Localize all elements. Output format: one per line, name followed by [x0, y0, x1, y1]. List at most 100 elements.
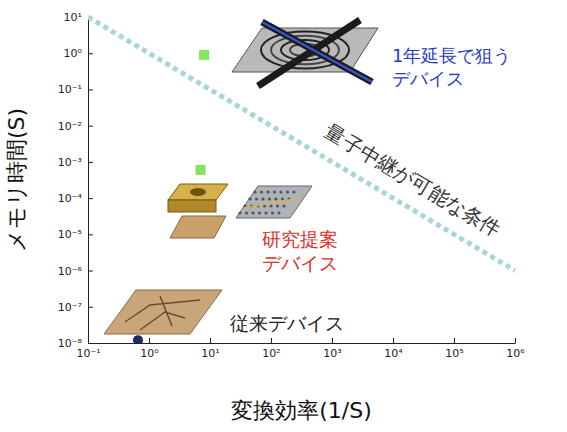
- tick: 10⁰: [140, 338, 159, 360]
- line-label: 量子中継が可能な条件: [321, 119, 505, 242]
- annotation: 1年延長で狙うデバイス: [392, 45, 511, 89]
- tick-mark: [88, 126, 93, 127]
- x-axis: 10⁻¹10⁰10¹10²10³10⁴10⁵10⁶: [76, 338, 525, 360]
- icon-waveguide: [244, 198, 300, 208]
- y-axis-title: メモリ時間(S): [4, 108, 29, 252]
- icon-dot: [277, 211, 280, 214]
- icon-dot: [253, 190, 256, 193]
- icon-dot: [273, 190, 276, 193]
- boundary-line: [88, 17, 515, 271]
- annotation: 従来デバイス: [230, 312, 344, 334]
- icon-block: [168, 184, 228, 200]
- annotation-line: 従来デバイス: [230, 312, 344, 334]
- tick-mark: [271, 338, 272, 343]
- x-axis-title: 変換効率(1/S): [231, 398, 372, 423]
- icon-dot: [261, 197, 264, 200]
- point: [196, 165, 206, 175]
- icon-dot: [245, 211, 248, 214]
- tick-label: 10⁻¹: [58, 83, 82, 96]
- annotation: 研究提案デバイス: [262, 228, 338, 274]
- tick-mark: [88, 234, 93, 235]
- chart: 10⁻¹10⁰10¹10²10³10⁴10⁵10⁶10⁻⁸10⁻⁷10⁻⁶10⁻…: [0, 0, 567, 432]
- tick: 10⁻⁶: [58, 265, 93, 278]
- icon-hole: [190, 188, 206, 196]
- tick-mark: [88, 198, 93, 199]
- tick-label: 10⁶: [506, 347, 525, 360]
- tick-label: 10⁻⁷: [58, 301, 82, 314]
- tick-mark: [149, 338, 150, 343]
- tick: 10⁻⁵: [58, 228, 93, 241]
- tick-mark: [88, 307, 93, 308]
- tick: 10⁰: [64, 47, 93, 60]
- icon-dot: [276, 204, 279, 207]
- icon-dot: [268, 197, 271, 200]
- icon-dot: [266, 190, 269, 193]
- tick: 10⁵: [445, 338, 463, 360]
- icon-dot: [286, 190, 289, 193]
- icon-chip: [170, 216, 226, 238]
- tick: 10³: [323, 338, 341, 360]
- tick-label: 10⁰: [140, 347, 159, 360]
- icon-circuit: [125, 296, 200, 330]
- tick-mark: [88, 89, 93, 90]
- tick-label: 10⁻²: [58, 120, 82, 133]
- device-icons: [104, 20, 378, 334]
- point: [133, 335, 143, 343]
- tick: 10¹: [201, 338, 219, 360]
- tick-label: 10⁴: [384, 347, 403, 360]
- tick-label: 10⁻⁵: [58, 228, 82, 241]
- tick-label: 10⁵: [445, 347, 463, 360]
- y-axis: 10⁻⁸ 10⁻⁷ 10⁻⁶ 10⁻⁵ 10⁻⁴ 10⁻³ 10⁻² 10⁻¹ 10⁰ 10¹: [58, 11, 93, 350]
- point: [199, 50, 209, 60]
- tick-label: 10⁻³: [58, 156, 82, 169]
- annotation-line: 1年延長で狙う: [392, 45, 511, 66]
- icon-dot: [292, 190, 295, 193]
- tick-label: 10⁻⁸: [58, 337, 83, 350]
- icon-dot: [274, 197, 277, 200]
- tick-label: 10¹: [201, 347, 219, 360]
- icon-bar: [262, 22, 372, 82]
- icon-plate: [232, 28, 378, 72]
- icon-block: [168, 200, 216, 212]
- tick-mark: [88, 162, 93, 163]
- tick-mark: [332, 338, 333, 343]
- icon-dot: [269, 204, 272, 207]
- tick-mark: [515, 338, 516, 343]
- tick-mark: [88, 271, 93, 272]
- icon-dot: [238, 211, 241, 214]
- icon-dot: [264, 211, 267, 214]
- icon-dot: [281, 197, 284, 200]
- axis-line: [88, 18, 89, 344]
- tick: 10⁻⁴: [58, 192, 93, 205]
- icon-dot: [282, 204, 285, 207]
- tick-label: 10²: [262, 347, 280, 360]
- tick-label: 10⁻⁶: [58, 265, 83, 278]
- tick: 10⁻²: [58, 120, 93, 133]
- tick: 10²: [262, 338, 280, 360]
- tick-label: 10³: [323, 347, 341, 360]
- tick-mark: [393, 338, 394, 343]
- tick-mark: [88, 343, 93, 344]
- tick: 10⁻³: [58, 156, 93, 169]
- icon-perforated: [236, 186, 312, 218]
- icon-dot: [248, 197, 251, 200]
- annotation-line: デバイス: [262, 252, 338, 274]
- icon-dot: [255, 197, 258, 200]
- icon-dot: [260, 190, 263, 193]
- tick: 10⁶: [506, 338, 525, 360]
- icon-dot: [251, 211, 254, 214]
- annotation-line: デバイス: [392, 68, 464, 89]
- icon-bar: [262, 22, 372, 82]
- tick-label: 10¹: [64, 11, 82, 24]
- icon-dot: [279, 190, 282, 193]
- axis-line: [89, 343, 516, 344]
- icon-conventional: [104, 290, 222, 334]
- tick: 10⁻⁸: [58, 337, 93, 350]
- tick-mark: [210, 338, 211, 343]
- tick: 10⁻¹: [58, 83, 93, 96]
- tick-mark: [454, 338, 455, 343]
- tick: 10⁴: [384, 338, 403, 360]
- tick-label: 10⁰: [64, 47, 83, 60]
- icon-dot: [258, 211, 261, 214]
- tick: 10⁻⁷: [58, 301, 93, 314]
